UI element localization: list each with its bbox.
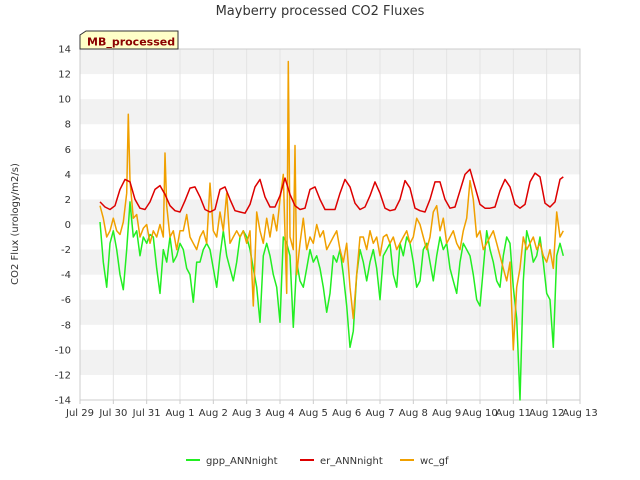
x-tick-label: Jul 31 [132, 408, 161, 419]
y-tick-label: -6 [61, 295, 71, 306]
vertical-gridlines [79, 49, 581, 400]
y-tick-label: 0 [65, 220, 71, 231]
y-tick-label: 2 [65, 195, 71, 206]
x-tick-label: Aug 10 [462, 408, 497, 419]
plot-band [80, 49, 580, 75]
y-tick-label: -10 [55, 345, 71, 356]
y-tick-label: 4 [65, 170, 71, 181]
plot-frame [79, 48, 581, 401]
plot-band [80, 199, 580, 225]
legend-label: er_ANNnight [320, 456, 383, 467]
y-tick-label: 12 [58, 70, 71, 81]
x-tick-label: Aug 13 [562, 408, 597, 419]
x-tick-label: Aug 4 [265, 408, 294, 419]
x-tick-label: Aug 3 [232, 408, 261, 419]
x-axis-ticks: Jul 29 Jul 30 Jul 31 Aug 1 Aug 2 Aug 3 Aug 4 Au… [65, 400, 598, 419]
plot-bands [80, 49, 580, 375]
y-tick-label: -8 [61, 320, 71, 331]
x-tick-label: Aug 11 [496, 408, 531, 419]
badge-label: MB_processed [87, 36, 175, 49]
chart-title: Mayberry processed CO2 Fluxes [216, 4, 425, 19]
y-tick-label: -4 [61, 270, 71, 281]
y-tick-label: -12 [55, 370, 71, 381]
x-tick-label: Aug 5 [299, 408, 328, 419]
x-tick-label: Aug 8 [399, 408, 428, 419]
y-tick-label: -2 [61, 245, 71, 256]
y-tick-label: 10 [58, 95, 71, 106]
legend-label: gpp_ANNnight [206, 456, 278, 467]
y-axis-ticks: -14 -12 -10 -8 -6 -4 -2 0 2 4 6 8 10 12 14 [55, 45, 71, 407]
plot-band [80, 99, 580, 125]
plot-band [80, 349, 580, 375]
x-tick-label: Jul 30 [98, 408, 127, 419]
legend: gpp_ANNnight er_ANNnight wc_gf [186, 456, 449, 467]
y-tick-label: 6 [65, 145, 71, 156]
badge-box [79, 30, 179, 50]
y-tick-label: -14 [55, 396, 71, 407]
badge: MB_processed [79, 30, 179, 50]
y-tick-label: 8 [65, 120, 71, 131]
x-tick-label: Aug 1 [165, 408, 194, 419]
x-tick-label: Aug 12 [529, 408, 564, 419]
x-tick-label: Aug 6 [332, 408, 361, 419]
x-tick-label: Aug 7 [365, 408, 394, 419]
series-lines [99, 60, 565, 401]
plot-band [80, 299, 580, 325]
legend-label: wc_gf [420, 456, 449, 467]
series-line-er_ANNnight [99, 168, 564, 214]
x-tick-label: Aug 2 [199, 408, 228, 419]
plot-band [80, 149, 580, 175]
series-line-wc_gf [99, 60, 564, 351]
x-tick-label: Jul 29 [65, 408, 94, 419]
series-line-gpp_ANNnight [99, 201, 565, 401]
x-tick-label: Aug 9 [432, 408, 461, 419]
y-tick-label: 14 [58, 45, 71, 56]
y-axis-label: CO2 Flux (urology/m2/s) [10, 163, 21, 285]
